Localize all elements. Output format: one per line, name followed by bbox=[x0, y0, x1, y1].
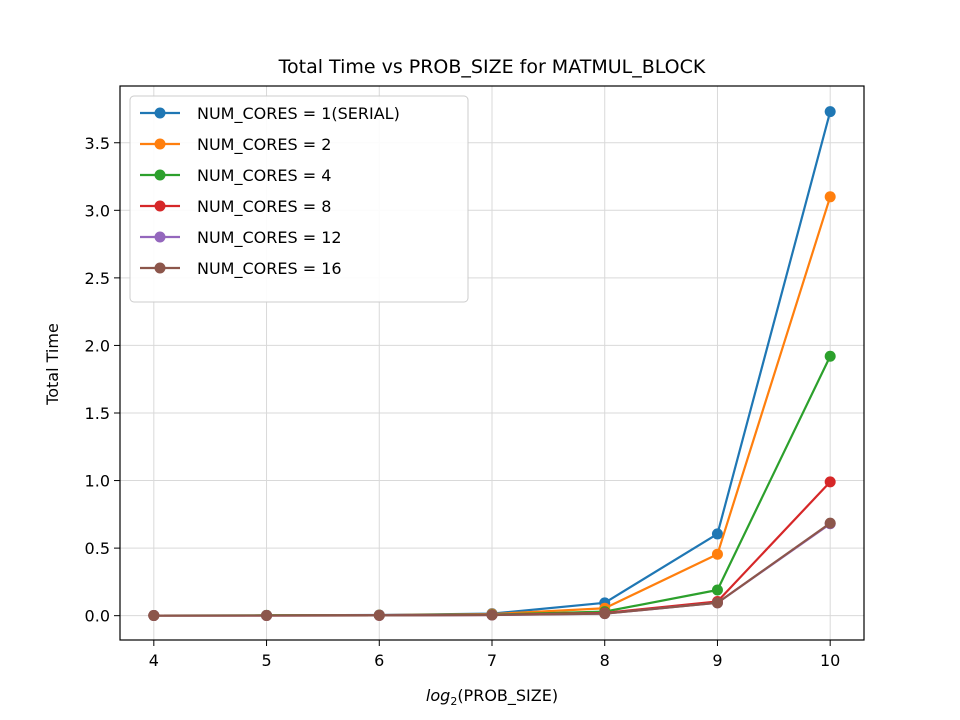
data-point bbox=[824, 350, 836, 362]
legend: NUM_CORES = 1(SERIAL) NUM_CORES = 2 NUM_CO… bbox=[129, 95, 469, 303]
legend-item: NUM_CORES = 1(SERIAL) bbox=[140, 104, 400, 124]
series-lines bbox=[148, 106, 836, 622]
legend-item: NUM_CORES = 4 bbox=[140, 166, 331, 186]
y-tick-label: 3.0 bbox=[85, 201, 110, 220]
legend-marker bbox=[154, 138, 166, 150]
legend-marker bbox=[154, 169, 166, 181]
y-tick-label: 1.0 bbox=[85, 472, 110, 491]
legend-label: NUM_CORES = 4 bbox=[197, 166, 331, 186]
y-tick-label: 0.5 bbox=[85, 539, 110, 558]
y-tick-label: 0.0 bbox=[85, 607, 110, 626]
x-axis-label: log2(PROB_SIZE) bbox=[426, 686, 558, 708]
data-point bbox=[824, 106, 836, 118]
axis-ticks: 4 5 6 7 8 9 10 0.0 0.5 1.0 1.5 2.0 2.5 3.0 3.5 bbox=[85, 134, 841, 670]
x-tick-label: 8 bbox=[600, 651, 610, 670]
series-6 bbox=[148, 517, 836, 622]
x-tick-label: 5 bbox=[261, 651, 271, 670]
data-point bbox=[148, 610, 160, 622]
x-tick-label: 4 bbox=[149, 651, 159, 670]
x-tick-label: 10 bbox=[820, 651, 840, 670]
data-point bbox=[261, 610, 273, 622]
legend-item: NUM_CORES = 8 bbox=[140, 197, 331, 217]
y-axis-label: Total Time bbox=[43, 323, 62, 406]
legend-marker bbox=[154, 262, 166, 274]
data-point bbox=[373, 609, 385, 621]
legend-item: NUM_CORES = 12 bbox=[140, 228, 342, 248]
legend-label: NUM_CORES = 2 bbox=[197, 135, 331, 155]
legend-label: NUM_CORES = 1(SERIAL) bbox=[197, 104, 400, 124]
data-point bbox=[824, 476, 836, 488]
legend-label: NUM_CORES = 12 bbox=[197, 228, 342, 248]
legend-marker bbox=[154, 107, 166, 119]
y-tick-label: 1.5 bbox=[85, 404, 110, 423]
legend-item: NUM_CORES = 2 bbox=[140, 135, 331, 155]
legend-item: NUM_CORES = 16 bbox=[140, 259, 342, 279]
chart-title: Total Time vs PROB_SIZE for MATMUL_BLOCK bbox=[278, 56, 706, 78]
data-point bbox=[711, 548, 723, 560]
data-point bbox=[711, 584, 723, 596]
data-point bbox=[599, 608, 611, 620]
legend-marker bbox=[154, 200, 166, 212]
data-point bbox=[486, 609, 498, 621]
y-tick-label: 2.5 bbox=[85, 269, 110, 288]
data-point bbox=[711, 528, 723, 540]
grid-lines bbox=[120, 86, 864, 640]
x-tick-label: 7 bbox=[487, 651, 497, 670]
data-point bbox=[824, 517, 836, 529]
data-point bbox=[711, 597, 723, 609]
legend-label: NUM_CORES = 16 bbox=[197, 259, 342, 279]
legend-box bbox=[129, 95, 469, 303]
legend-marker bbox=[154, 231, 166, 243]
legend-label: NUM_CORES = 8 bbox=[197, 197, 331, 217]
y-tick-label: 2.0 bbox=[85, 336, 110, 355]
x-tick-label: 6 bbox=[374, 651, 384, 670]
data-point bbox=[824, 191, 836, 203]
x-tick-label: 9 bbox=[712, 651, 722, 670]
y-tick-label: 3.5 bbox=[85, 134, 110, 153]
